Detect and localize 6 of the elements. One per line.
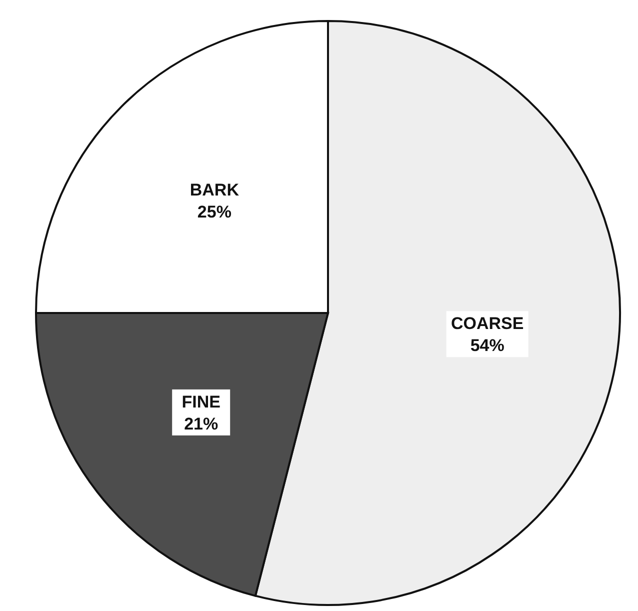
data-label: 54% bbox=[470, 336, 504, 356]
slice-label: FINE bbox=[182, 392, 220, 412]
slice-label: BARK bbox=[190, 180, 240, 200]
data-label: 21% bbox=[184, 414, 218, 434]
data-label: 25% bbox=[197, 202, 232, 222]
slice-label: COARSE bbox=[450, 314, 524, 334]
